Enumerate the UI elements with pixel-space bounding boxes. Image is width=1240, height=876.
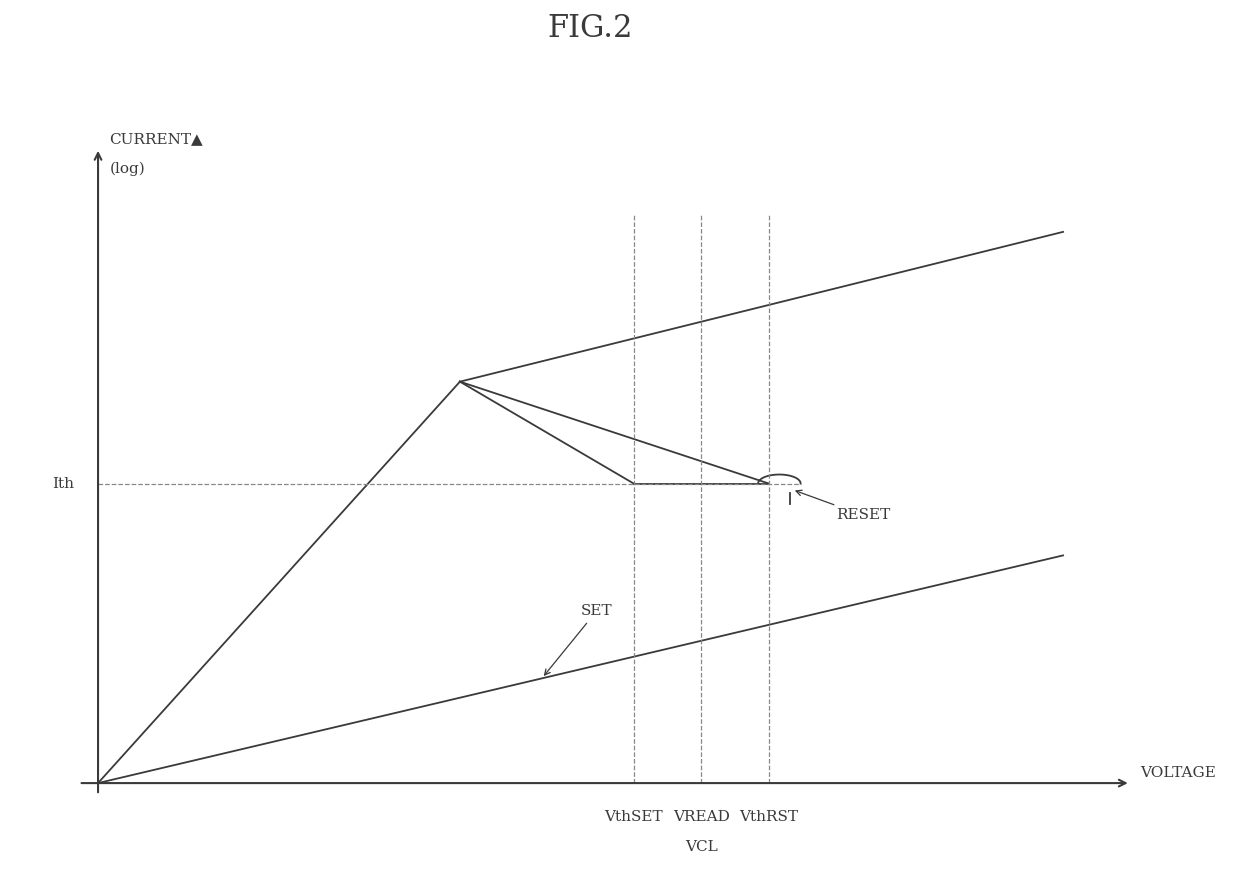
Text: VCL: VCL	[684, 840, 718, 854]
Text: (log): (log)	[109, 162, 145, 176]
Text: VthSET: VthSET	[604, 810, 663, 824]
Text: CURRENT▲: CURRENT▲	[109, 132, 203, 146]
Text: SET: SET	[544, 604, 613, 675]
Text: Ith: Ith	[52, 477, 74, 491]
Text: VOLTAGE: VOLTAGE	[1141, 766, 1216, 781]
Text: FIG.2: FIG.2	[547, 13, 632, 45]
Text: VREAD: VREAD	[673, 810, 729, 824]
Text: RESET: RESET	[796, 491, 890, 522]
Text: VthRST: VthRST	[739, 810, 799, 824]
